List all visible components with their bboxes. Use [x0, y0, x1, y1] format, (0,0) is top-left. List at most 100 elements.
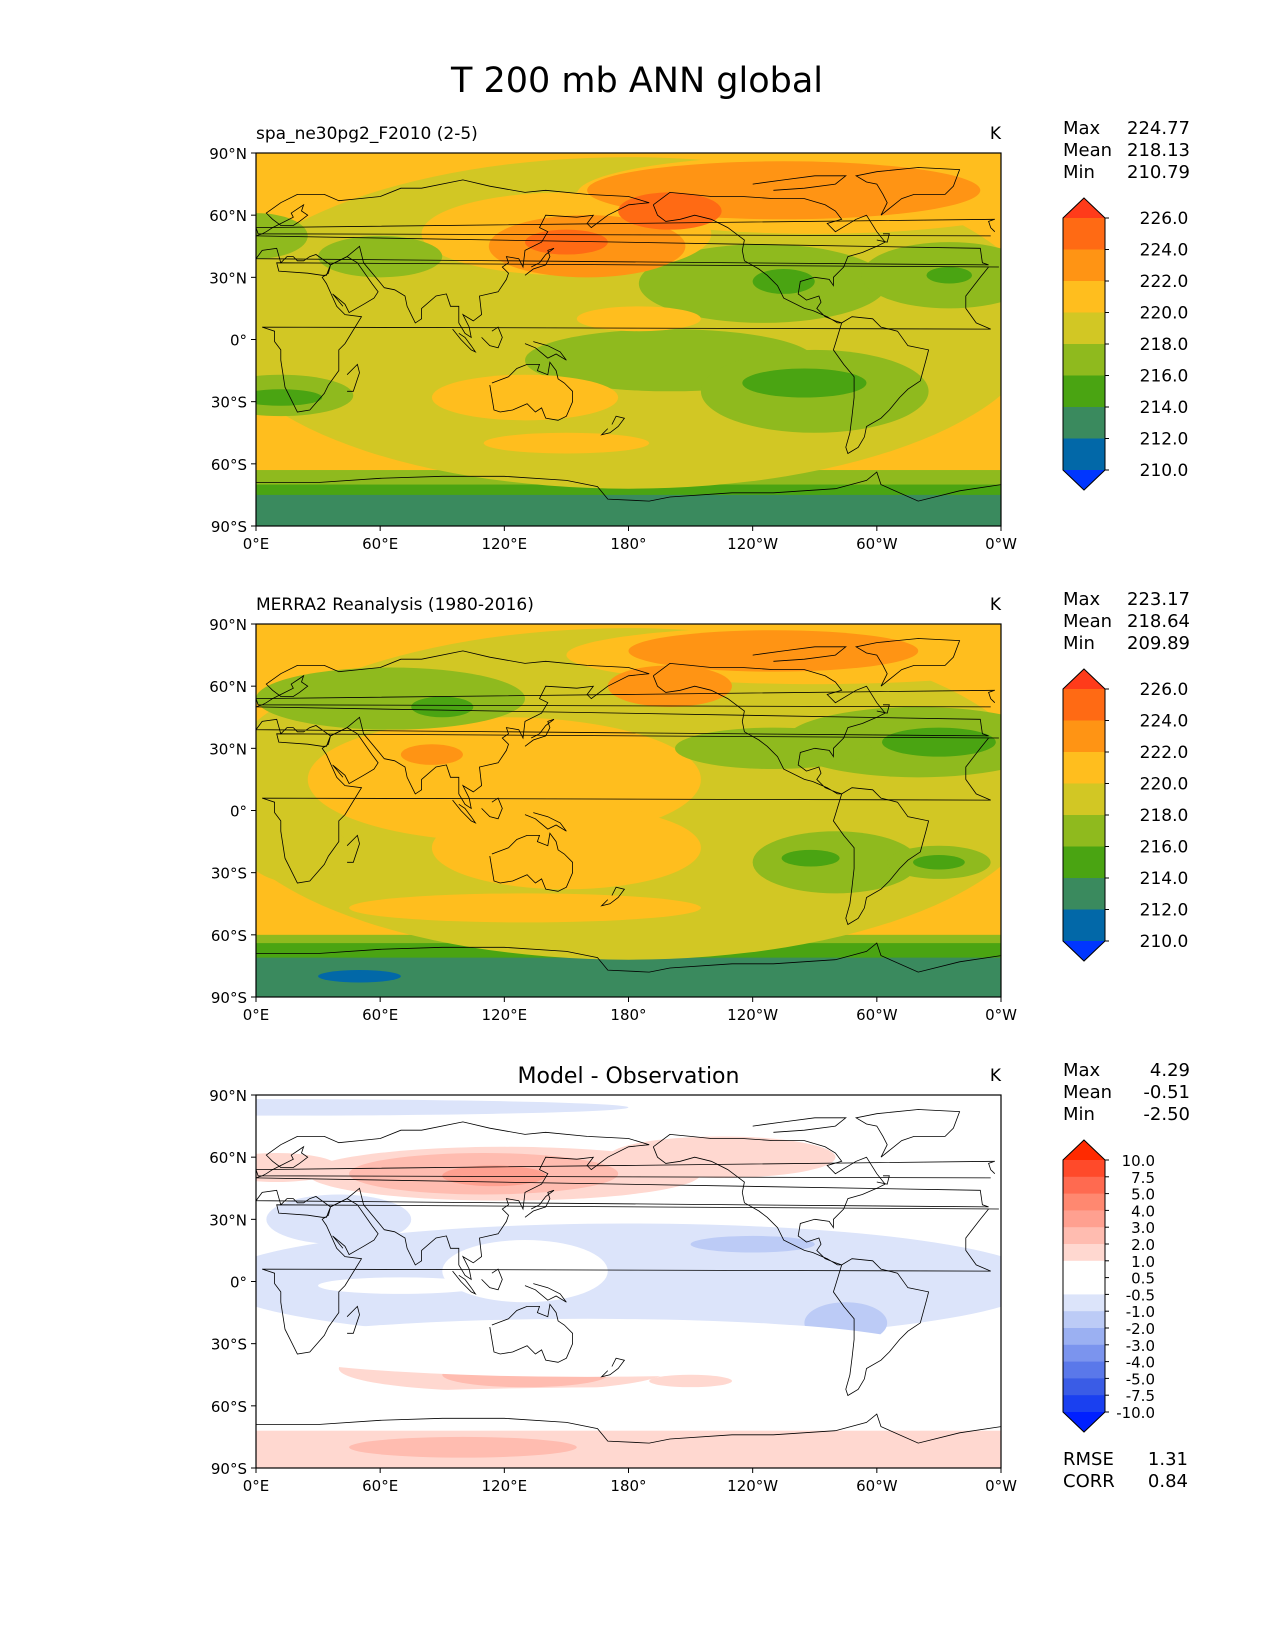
colorbar-tick-label: 3.0 [1131, 1219, 1155, 1237]
metric-label-rmse: RMSE [1063, 1449, 1114, 1470]
colorbar-tick-label: 216.0 [1140, 838, 1189, 858]
contour-region-8 [256, 667, 526, 730]
colorbar-segment [1063, 312, 1105, 345]
units-label: K [990, 1066, 1002, 1086]
colorbar-tick-label: 1.0 [1131, 1253, 1155, 1271]
coastline-12 [256, 689, 996, 708]
colorbar-tick-label: 214.0 [1140, 398, 1189, 418]
colorbar-tick-label: 0.5 [1131, 1270, 1155, 1288]
colorbar-segment [1063, 1378, 1105, 1396]
colorbar-extend-min [1063, 1412, 1105, 1432]
contour-region-14 [781, 849, 840, 867]
panel-1: spa_ne30pg2_F2010 (2-5) K 90°N 60°N 30°N 0° 30… [209, 118, 1190, 553]
y-tick-label: 30°N [209, 1211, 247, 1229]
x-tick-label: 60°W [856, 1006, 898, 1024]
colorbar-extend-max [1063, 669, 1105, 689]
coastline-5 [832, 787, 930, 926]
colorbar-tick-label: 212.0 [1140, 901, 1189, 921]
colorbar-segment [1063, 1260, 1105, 1279]
stat-label-mean: Mean [1063, 1082, 1112, 1103]
stat-label-max: Max [1063, 589, 1101, 610]
colorbar-segment [1063, 1344, 1105, 1363]
coastline-14 [346, 1305, 360, 1334]
colorbar-tick-label: 222.0 [1140, 743, 1189, 763]
colorbar-segment [1063, 815, 1105, 847]
colorbar-tick-label: 10.0 [1122, 1152, 1155, 1170]
stat-value-max: 223.17 [1127, 589, 1190, 610]
y-tick-label: 30°S [211, 865, 247, 883]
coastline-3 [489, 832, 573, 892]
x-tick-label: 120°E [482, 1477, 528, 1495]
figure-title: T 200 mb ANN global [450, 61, 823, 101]
x-tick-label: 120°E [482, 535, 528, 553]
colorbar-segment [1063, 407, 1105, 439]
contour-region-4 [442, 1240, 608, 1303]
colorbar-segment [1063, 281, 1105, 313]
coastlines [256, 638, 1001, 973]
colorbar-segment [1063, 720, 1105, 753]
y-tick-label: 90°S [211, 1460, 247, 1478]
colorbar-segment [1063, 1277, 1105, 1295]
colorbar-tick-label: 7.5 [1131, 1169, 1155, 1187]
stat-value-max: 4.29 [1150, 1060, 1190, 1081]
coastline-6 [855, 638, 961, 687]
stat-label-mean: Mean [1063, 611, 1112, 632]
colorbar-tick-label: 218.0 [1140, 806, 1189, 826]
contour-region-8 [256, 1099, 629, 1116]
colorbar-segment [1063, 1244, 1105, 1262]
colorbar-tick-label: -5.0 [1126, 1370, 1155, 1388]
coastline-10 [481, 797, 503, 820]
coastline-16 [876, 704, 890, 714]
panel-title: spa_ne30pg2_F2010 (2-5) [256, 124, 478, 144]
colorbar-segment [1063, 1193, 1105, 1211]
contour-region-3 [431, 806, 701, 890]
units-label: K [990, 595, 1002, 615]
contour-region-3 [752, 269, 815, 294]
contour-spot-1 [318, 970, 401, 983]
contour-field [256, 153, 1001, 526]
x-tick-label: 0°W [985, 535, 1017, 553]
contour-region-12 [607, 1136, 836, 1178]
x-tick-label: 0°W [985, 1006, 1017, 1024]
contour-region-13 [256, 1153, 339, 1183]
coastline-8 [524, 812, 567, 832]
colorbar-tick-label: 224.0 [1140, 241, 1189, 261]
colorbar-tick-label: 210.0 [1140, 461, 1189, 481]
colorbar-segment [1063, 878, 1105, 910]
y-tick-label: 60°S [211, 1398, 247, 1416]
contour-region-12 [675, 727, 872, 770]
coastline-9 [452, 799, 477, 824]
contour-region-7 [690, 1235, 815, 1253]
y-tick-label: 90°S [211, 989, 247, 1007]
colorbar-segment [1063, 375, 1105, 408]
coastline-12 [256, 218, 996, 237]
contour-region-17 [349, 893, 701, 923]
coastline-5 [832, 1258, 930, 1397]
stat-value-mean: 218.64 [1127, 611, 1190, 632]
colorbar-tick-label: -4.0 [1126, 1354, 1155, 1372]
coastline-7 [256, 1413, 1001, 1444]
contour-region-17 [256, 1318, 919, 1377]
coastline-8 [524, 1283, 567, 1303]
x-tick-label: 0°W [985, 1477, 1017, 1495]
colorbar-tick-label: 214.0 [1140, 869, 1189, 889]
coastline-4 [652, 1133, 886, 1266]
coastline-13 [600, 886, 626, 907]
colorbar-segment [1063, 909, 1105, 942]
colorbar: 226.0 224.0 222.0 220.0 218.0 216.0 214.0 212.0… [1062, 197, 1189, 491]
colorbar-tick-label: -3.0 [1126, 1337, 1155, 1355]
coastline-11 [524, 1189, 555, 1218]
y-tick-label: 60°N [209, 678, 247, 696]
x-tick-label: 180° [610, 1477, 646, 1495]
metric-value-corr: 0.84 [1148, 1471, 1188, 1492]
colorbar-tick-label: 220.0 [1140, 775, 1189, 795]
y-tick-label: 30°N [209, 269, 247, 287]
coastline-14 [346, 363, 360, 392]
colorbar-extend-max [1063, 198, 1105, 218]
contour-region-5 [318, 1277, 484, 1294]
colorbar-extend-min [1063, 470, 1105, 490]
coastline-7 [256, 471, 1001, 502]
coastline-3 [489, 1303, 573, 1363]
polar-band-3 [256, 494, 1001, 526]
